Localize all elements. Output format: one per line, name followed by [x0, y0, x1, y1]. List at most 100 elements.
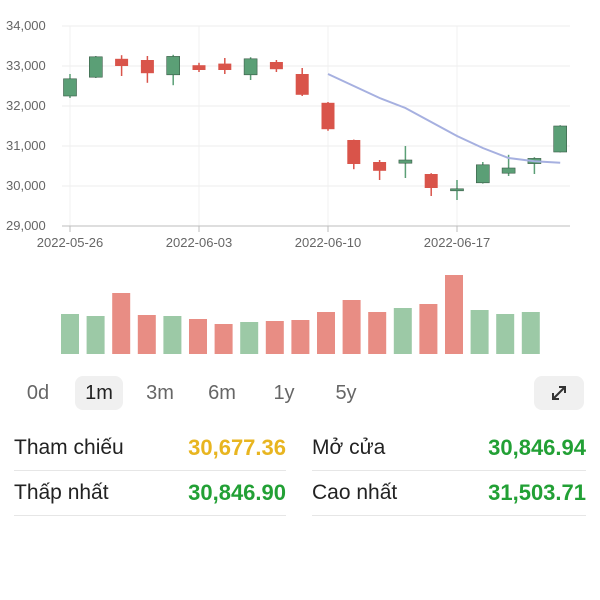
candle-up	[475, 162, 490, 184]
candle-down	[192, 62, 206, 72]
y-tick-label: 34,000	[6, 18, 46, 33]
candle-body	[501, 167, 516, 174]
stat-open-label: Mở cửa	[312, 436, 386, 459]
stat-low-value: 30,846.90	[188, 480, 286, 505]
moving-average-line	[327, 73, 561, 164]
candle-body	[166, 56, 180, 76]
stat-open-value: 30,846.94	[488, 435, 586, 460]
stat-reference: Tham chiếu 30,677.36	[14, 426, 286, 470]
expand-button[interactable]	[534, 376, 584, 410]
tab-5y[interactable]: 5y	[335, 382, 357, 404]
candle-down	[140, 56, 154, 83]
candle-body	[373, 162, 387, 171]
x-tick-label: 2022-06-17	[424, 235, 491, 250]
candle-body	[269, 62, 283, 70]
y-tick-label: 31,000	[6, 138, 46, 153]
candle-up	[166, 54, 180, 86]
y-tick-label: 33,000	[6, 58, 46, 73]
volume-bar	[393, 308, 412, 354]
volume-bar	[445, 275, 463, 354]
candle-body	[218, 63, 232, 70]
stat-reference-value: 30,677.36	[188, 435, 286, 460]
volume-bar	[470, 310, 489, 354]
candle-body	[192, 65, 206, 70]
candle-body	[321, 102, 335, 130]
candle-body	[140, 60, 154, 74]
candle-body	[243, 58, 258, 76]
tab-1m[interactable]: 1m	[75, 376, 123, 410]
volume-bars	[61, 275, 540, 354]
candle-body	[475, 164, 490, 184]
volume-bar	[317, 312, 335, 354]
volume-bar	[137, 315, 156, 354]
stat-reference-label: Tham chiếu	[14, 436, 124, 459]
volume-bar	[368, 312, 387, 354]
candle-down	[115, 55, 129, 76]
stat-high: Cao nhất 31,503.71	[312, 471, 586, 515]
candle-body	[63, 78, 77, 97]
candle-body	[398, 159, 413, 164]
y-axis-labels: 34,000 33,000 32,000 31,000 30,000 29,000	[6, 18, 46, 233]
x-axis-labels: 2022-05-26 2022-06-03 2022-06-10 2022-06-17	[37, 235, 491, 250]
price-chart: 34,000 33,000 32,000 31,000 30,000 29,000 202…	[6, 18, 570, 354]
stat-low-label: Thấp nhất	[14, 481, 109, 504]
stat-open: Mở cửa 30,846.94	[312, 426, 586, 470]
volume-bar	[342, 300, 361, 354]
candlestick-series	[63, 54, 568, 200]
candle-up	[450, 180, 464, 200]
x-axis	[62, 225, 570, 232]
candle-body	[347, 140, 361, 164]
candle-body	[295, 74, 309, 95]
candle-body	[553, 125, 568, 153]
volume-bar	[214, 324, 233, 354]
chart-grid	[62, 25, 570, 226]
candle-down	[218, 58, 232, 74]
time-range-tabs: 0d 1m 3m 6m 1y 5y	[14, 376, 586, 412]
expand-icon	[552, 386, 566, 400]
x-tick-label: 2022-05-26	[37, 235, 104, 250]
divider	[312, 470, 586, 471]
tab-3m[interactable]: 3m	[146, 382, 174, 404]
volume-bar	[265, 321, 284, 354]
volume-bar	[496, 314, 515, 354]
stat-high-value: 31,503.71	[488, 480, 586, 505]
tab-6m[interactable]: 6m	[208, 382, 236, 404]
volume-bar	[291, 320, 310, 354]
y-tick-label: 30,000	[6, 178, 46, 193]
tab-0d[interactable]: 0d	[26, 382, 50, 404]
candle-up	[398, 146, 413, 178]
stat-low: Thấp nhất 30,846.90	[14, 471, 286, 515]
volume-bar	[163, 316, 182, 354]
y-tick-label: 29,000	[6, 218, 46, 233]
volume-bar	[112, 293, 131, 354]
volume-bar	[61, 314, 79, 354]
volume-bar	[86, 316, 105, 354]
volume-bar	[189, 319, 207, 354]
candle-up	[89, 56, 103, 78]
candle-body	[450, 188, 464, 192]
divider	[312, 515, 586, 516]
candle-down	[373, 160, 387, 180]
volume-bar	[419, 304, 438, 354]
tab-1y[interactable]: 1y	[273, 382, 295, 404]
moving-average-series	[327, 73, 561, 164]
candle-up	[63, 74, 77, 98]
candle-down	[347, 139, 361, 170]
volume-bar	[240, 322, 259, 354]
candle-body	[115, 58, 129, 66]
candle-body	[89, 56, 103, 78]
y-tick-label: 32,000	[6, 98, 46, 113]
candle-body	[424, 174, 438, 188]
candle-down	[321, 102, 335, 131]
stat-high-label: Cao nhất	[312, 481, 398, 504]
divider	[14, 515, 286, 516]
volume-bar	[521, 312, 540, 354]
x-tick-label: 2022-06-03	[166, 235, 233, 250]
candle-up	[243, 57, 258, 80]
candle-down	[269, 60, 283, 72]
divider	[14, 470, 286, 471]
candle-down	[295, 68, 309, 96]
x-tick-label: 2022-06-10	[295, 235, 362, 250]
candle-down	[424, 173, 438, 196]
candle-up	[553, 125, 568, 153]
